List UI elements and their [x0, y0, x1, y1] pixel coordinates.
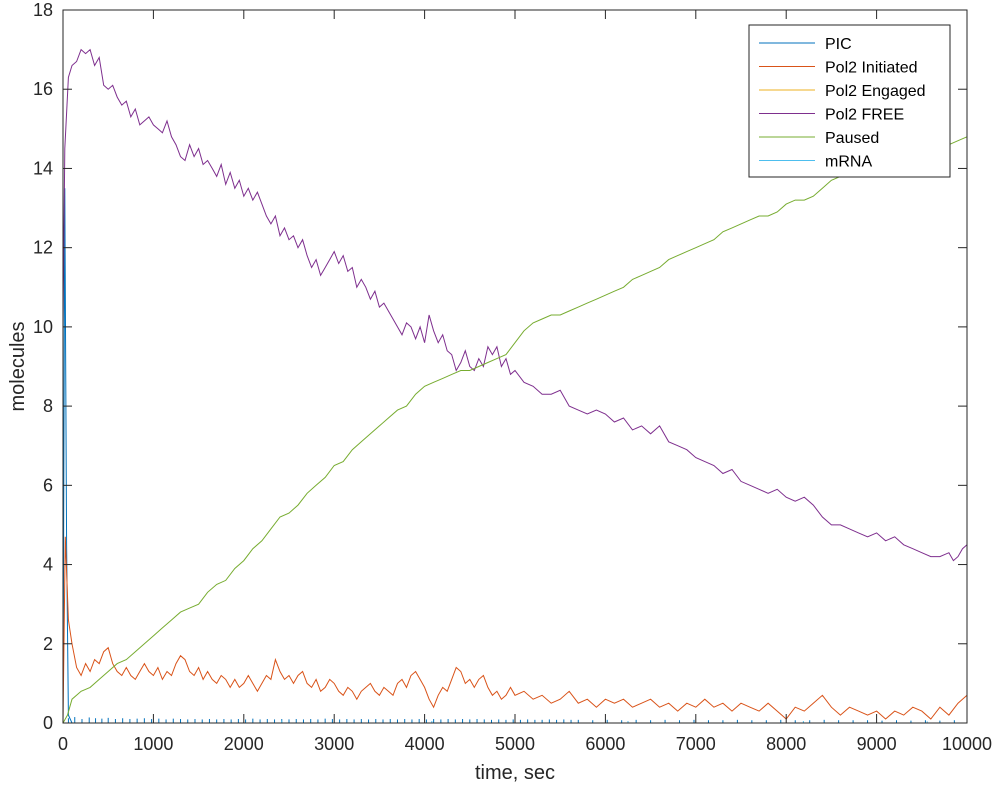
x-tick-label: 0	[58, 734, 68, 754]
x-tick-label: 4000	[405, 734, 445, 754]
series-line-pic	[62, 188, 967, 724]
series-line-paused	[62, 136, 968, 724]
legend-label-pol2-initiated: Pol2 Initiated	[825, 60, 918, 77]
legend-label-paused: Paused	[825, 130, 879, 147]
y-axis-label: molecules	[7, 321, 29, 411]
x-tick-label: 9000	[857, 734, 897, 754]
tick-layer: 0 1000 2000 3000 4000 5000 6000 7000 8000 9000 100…	[33, 0, 992, 754]
x-tick-label: 10000	[942, 734, 992, 754]
y-tick-label: 6	[43, 475, 53, 495]
x-tick-label: 8000	[766, 734, 806, 754]
y-tick-label: 18	[33, 0, 53, 20]
y-tick-label: 2	[43, 634, 53, 654]
y-tick-label: 12	[33, 238, 53, 258]
y-tick-label: 8	[43, 396, 53, 416]
legend-label-mrna: mRNA	[825, 154, 872, 171]
legend-box	[748, 24, 951, 178]
legend-label-pol2-engaged: Pol2 Engaged	[825, 83, 926, 100]
legend-label-pol2-free: Pol2 FREE	[825, 107, 904, 124]
x-tick-label: 5000	[495, 734, 535, 754]
legend: PIC Pol2 Initiated Pol2 Engaged Pol2 FREE Pa…	[748, 24, 951, 178]
y-tick-label: 4	[43, 555, 53, 575]
x-tick-label: 1000	[133, 734, 173, 754]
x-tick-label: 7000	[676, 734, 716, 754]
x-tick-label: 2000	[224, 734, 264, 754]
x-tick-label: 3000	[314, 734, 354, 754]
y-tick-label: 10	[33, 317, 53, 337]
legend-label-pic: PIC	[825, 36, 852, 53]
y-tick-label: 14	[33, 158, 53, 178]
series-line-pol2-initiated	[62, 536, 968, 724]
x-axis-label: time, sec	[475, 762, 555, 784]
y-tick-label: 0	[43, 713, 53, 733]
y-tick-label: 16	[33, 79, 53, 99]
x-tick-label: 6000	[585, 734, 625, 754]
series-line-pol2-free	[62, 48, 968, 562]
